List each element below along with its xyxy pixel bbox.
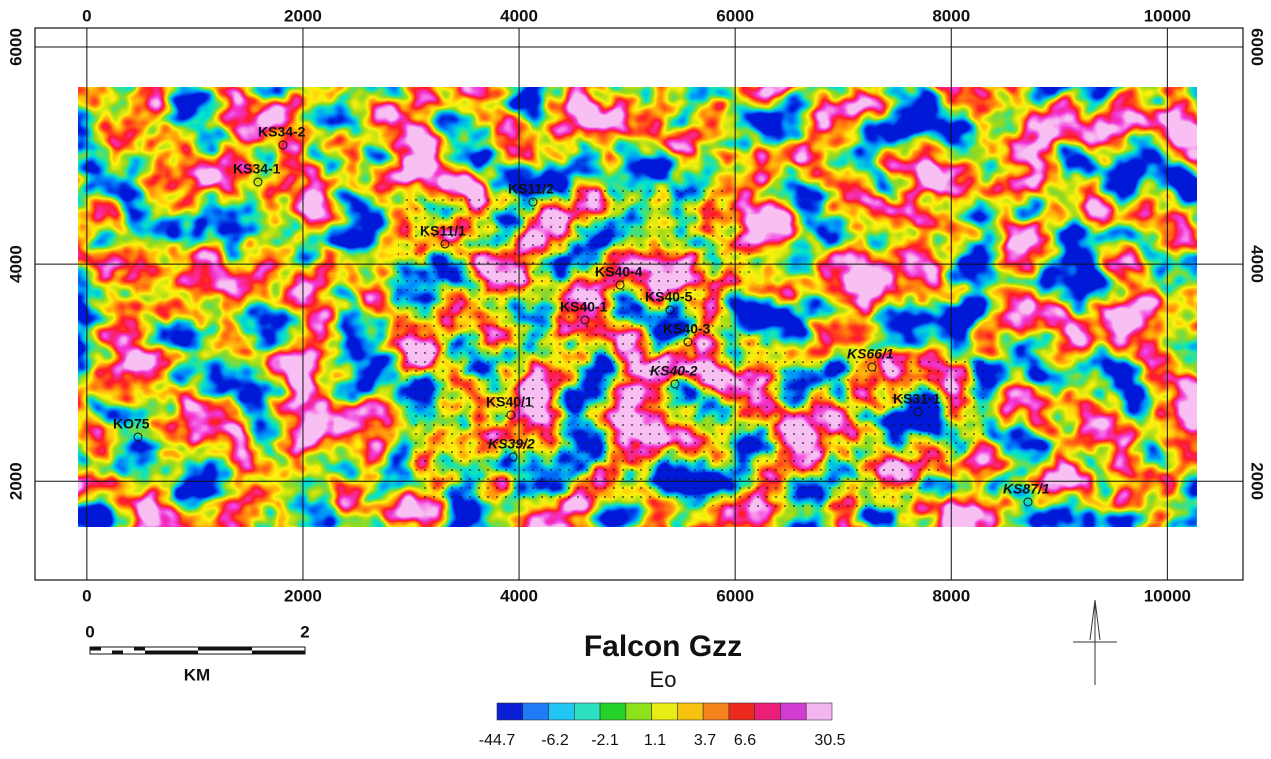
well-label: KS34-1: [233, 161, 281, 177]
x-tick-label: 0: [82, 586, 91, 605]
colorbar-label: 1.1: [644, 732, 666, 749]
colorbar-label: 6.6: [734, 732, 756, 749]
well-marker: [665, 305, 675, 315]
map-unit: Eo: [650, 667, 677, 692]
well-marker: [580, 315, 590, 325]
well-marker: [1023, 497, 1033, 507]
y-tick-label: 6000: [6, 28, 25, 66]
colorbar-cell: [728, 702, 755, 721]
colorbar-label: -2.1: [591, 732, 619, 749]
well-label: KS40-2: [650, 363, 698, 379]
well-marker: [506, 410, 516, 420]
scale-unit: KM: [184, 665, 210, 684]
well-label: KS40/1: [486, 394, 533, 410]
x-tick-label: 10000: [1144, 6, 1191, 25]
map-title: Falcon Gzz: [584, 630, 742, 663]
x-tick-label: 6000: [716, 586, 754, 605]
colorbar-cell: [651, 702, 678, 721]
well-marker: [253, 177, 263, 187]
colorbar-cell: [677, 702, 704, 721]
well-label: KS31-1: [893, 391, 941, 407]
colorbar-cell: [574, 702, 601, 721]
well-label: KS40-4: [595, 264, 643, 280]
y-tick-label: 4000: [6, 245, 25, 283]
y-tick-label: 6000: [1248, 28, 1267, 66]
colorbar-cell: [548, 702, 575, 721]
well-label: KO75: [113, 416, 150, 432]
map-frame: [34, 27, 1244, 581]
colorbar-cell: [599, 702, 627, 721]
y-tick-label: 2000: [1248, 462, 1267, 500]
well-marker: [508, 452, 518, 462]
well-marker: [278, 140, 288, 150]
well-marker: [670, 379, 680, 389]
well-label: KS39/2: [488, 436, 535, 452]
y-tick-label: 4000: [1248, 245, 1267, 283]
colorbar-label: 3.7: [694, 732, 716, 749]
well-label: KS66/1: [847, 346, 894, 362]
x-tick-label: 4000: [500, 586, 538, 605]
colorbar-cell: [754, 702, 781, 721]
well-marker: [528, 197, 538, 207]
colorbar-label: -44.7: [479, 732, 516, 749]
well-marker: [615, 280, 625, 290]
colorbar-cell: [625, 702, 652, 721]
survey-points: [395, 185, 990, 510]
x-tick-label: 8000: [932, 586, 970, 605]
colorbar-cell: [496, 702, 524, 721]
well-label: KS40-3: [663, 321, 711, 337]
colorbar-label: 30.5: [814, 732, 845, 749]
well-label: KS11/1: [420, 223, 466, 239]
well-marker: [133, 432, 143, 442]
x-tick-label: 2000: [284, 6, 322, 25]
well-marker: [913, 407, 923, 417]
well-label: KS11/2: [508, 181, 554, 197]
well-label: KS40-1: [560, 299, 608, 315]
x-tick-label: 4000: [500, 6, 538, 25]
scale-label: 0: [85, 622, 94, 641]
well-marker: [867, 362, 877, 372]
well-label: KS40-5: [645, 289, 693, 305]
well-marker: [440, 239, 450, 249]
x-tick-label: 10000: [1144, 586, 1191, 605]
x-tick-label: 0: [82, 6, 91, 25]
well-label: KS34-2: [258, 124, 306, 140]
well-marker: [683, 337, 693, 347]
colorbar-cell: [522, 702, 549, 721]
colorbar-cell: [702, 702, 730, 721]
colorbar-cell: [805, 702, 833, 721]
well-label: KS87/1: [1003, 481, 1050, 497]
scale-label: 2: [300, 622, 309, 641]
north-arrow: [1073, 599, 1117, 685]
colorbar-cell: [780, 702, 807, 721]
scale-bar: [89, 646, 306, 655]
colorbar-label: -6.2: [541, 732, 569, 749]
y-tick-label: 2000: [6, 462, 25, 500]
x-tick-label: 2000: [284, 586, 322, 605]
x-tick-label: 6000: [716, 6, 754, 25]
x-tick-label: 8000: [932, 6, 970, 25]
